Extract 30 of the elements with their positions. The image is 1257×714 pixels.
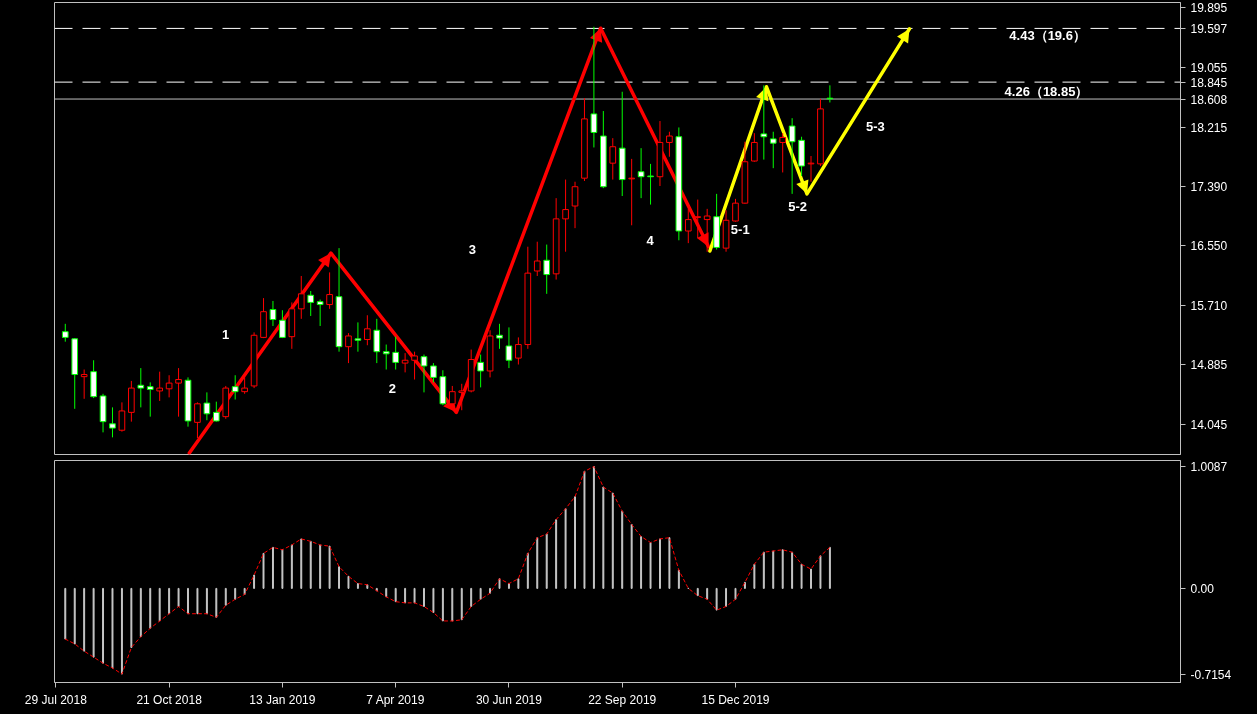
annotation: 2 <box>388 380 396 396</box>
x-tick-label: 22 Sep 2019 <box>588 692 657 707</box>
annotation: 3 <box>468 242 476 258</box>
ref-line-label: 18.845 <box>1190 75 1228 90</box>
ref-line-label: 19.597 <box>1190 21 1228 36</box>
y-tick-label: 19.895 <box>1190 0 1228 15</box>
annotation: 5-1 <box>730 222 750 238</box>
x-tick-label: 30 Jun 2019 <box>475 692 543 707</box>
x-tick-label: 15 Dec 2019 <box>701 692 770 707</box>
x-tick-label: 13 Jan 2019 <box>249 692 316 707</box>
annotation: 1 <box>222 327 230 343</box>
annotation: 4.26（18.85） <box>1004 83 1089 99</box>
annotation: 5-2 <box>788 198 808 214</box>
annotation: 4.43（19.6） <box>1009 28 1086 44</box>
y-tick-label: 14.885 <box>1190 358 1228 373</box>
y-tick-label: 15.710 <box>1190 299 1228 314</box>
y-tick-label: 19.055 <box>1190 60 1228 75</box>
y-tick-label: 17.390 <box>1190 179 1228 194</box>
ref-line-label: 18.608 <box>1190 92 1228 107</box>
y-tick-label: -0.7154 <box>1190 668 1232 683</box>
x-tick-label: 7 Apr 2019 <box>366 692 425 707</box>
y-tick-label: 14.045 <box>1190 418 1228 433</box>
annotation: 5-3 <box>865 118 885 134</box>
annotation: 4 <box>646 233 655 249</box>
y-tick-label: 1.0087 <box>1190 460 1228 475</box>
x-tick-label: 21 Oct 2018 <box>136 692 203 707</box>
y-tick-label: 0.00 <box>1190 581 1215 596</box>
x-tick-label: 29 Jul 2018 <box>24 692 88 707</box>
y-tick-label: 16.550 <box>1190 239 1228 254</box>
y-tick-label: 18.215 <box>1190 120 1228 135</box>
